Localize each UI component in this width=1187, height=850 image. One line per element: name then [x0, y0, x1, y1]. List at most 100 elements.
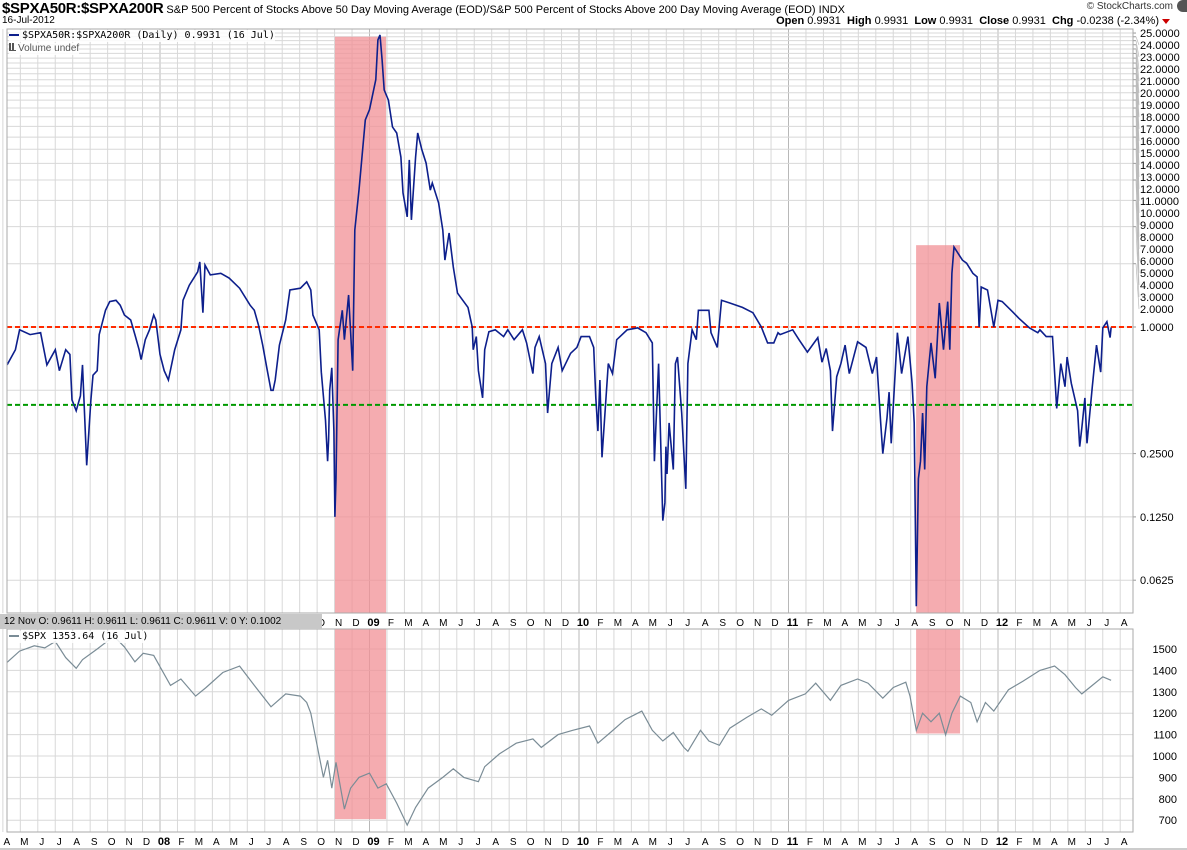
x-axis-label-bottom: N — [963, 837, 970, 848]
y-tick-label: 22.0000 — [1140, 64, 1180, 76]
x-axis-label-mid: A — [911, 618, 918, 629]
change-value: -0.0238 (-2.34%) — [1076, 15, 1159, 27]
x-axis-label-bottom: J — [877, 837, 882, 848]
ratio-swatch-icon — [9, 34, 19, 36]
x-axis-label-bottom: 12 — [996, 836, 1008, 848]
x-axis-label-bottom: D — [143, 837, 150, 848]
y-tick-leader — [1135, 263, 1140, 310]
x-axis-label-bottom: N — [544, 837, 551, 848]
y-tick-label: 900 — [1159, 772, 1177, 784]
x-axis-label-mid: O — [946, 618, 954, 629]
y-tick-label: 11.0000 — [1140, 196, 1179, 208]
x-axis-label-mid: J — [458, 618, 463, 629]
y-tick-leader — [1135, 200, 1140, 286]
x-axis-label-bottom: D — [771, 837, 778, 848]
x-axis-label-mid: S — [929, 618, 936, 629]
y-tick-label: 16.0000 — [1140, 136, 1180, 148]
x-axis-label-bottom: 11 — [787, 836, 799, 848]
x-axis-label-mid: 09 — [367, 617, 379, 629]
x-axis-label-mid: J — [877, 618, 882, 629]
high-value: 0.9931 — [874, 15, 909, 27]
brand-link[interactable]: © StockCharts.com — [1086, 1, 1173, 12]
y-tick-label: 0.0625 — [1140, 575, 1174, 587]
volume-bars-icon — [9, 43, 16, 51]
x-axis-label-bottom: J — [266, 837, 271, 848]
y-tick-leader — [1135, 36, 1140, 46]
x-axis-label-mid: A — [492, 618, 499, 629]
y-tick-leader — [1135, 53, 1140, 94]
chart-title-row: $SPXA50R:$SPXA200R S&P 500 Percent of St… — [2, 0, 845, 17]
ratio-legend: $SPXA50R:$SPXA200R (Daily) 0.9931 (16 Ju… — [9, 30, 275, 42]
chart-date: 16-Jul-2012 — [2, 15, 55, 26]
x-axis-label-bottom: D — [352, 837, 359, 848]
x-axis-label-mid: M — [649, 618, 657, 629]
y-tick-label: 5.0000 — [1140, 268, 1174, 280]
x-axis-label-bottom: A — [632, 837, 639, 848]
low-value: 0.9931 — [939, 15, 974, 27]
x-axis-label-bottom: S — [300, 837, 307, 848]
x-axis-label-bottom: J — [458, 837, 463, 848]
y-tick-label: 21.0000 — [1140, 76, 1180, 88]
x-axis-label-bottom: A — [702, 837, 709, 848]
x-axis-label-mid: F — [597, 618, 603, 629]
x-axis-label-mid: A — [702, 618, 709, 629]
x-axis-label-mid: O — [736, 618, 744, 629]
x-axis-label-mid: J — [1087, 618, 1092, 629]
x-axis-label-mid: A — [842, 618, 849, 629]
x-axis-label-mid: A — [632, 618, 639, 629]
x-axis-label-mid: 11 — [787, 617, 799, 629]
x-axis-label-bottom: 10 — [577, 836, 589, 848]
ohlc-readout: Open 0.9931 High 0.9931 Low 0.9931 Close… — [776, 15, 1159, 27]
x-axis-label-bottom: M — [1068, 837, 1076, 848]
x-axis-label-mid: D — [981, 618, 988, 629]
x-axis-label-bottom: J — [1087, 837, 1092, 848]
y-tick-label: 17.0000 — [1140, 124, 1180, 136]
x-axis-label-bottom: A — [73, 837, 80, 848]
y-tick-label: 0.1250 — [1140, 512, 1174, 524]
x-axis-label-bottom: O — [527, 837, 535, 848]
y-tick-label: 14.0000 — [1140, 160, 1180, 172]
down-arrow-icon — [1162, 19, 1170, 24]
x-axis-label-bottom: F — [388, 837, 394, 848]
volume-legend: Volume undef — [9, 43, 80, 55]
close-value: 0.9931 — [1012, 15, 1046, 27]
highlight-region — [916, 629, 961, 734]
x-axis-label-bottom: M — [1033, 837, 1041, 848]
y-tick-label: 15.0000 — [1140, 148, 1180, 160]
x-axis-label-mid: M — [1033, 618, 1041, 629]
x-axis-label-mid: S — [719, 618, 726, 629]
x-axis-label-bottom: J — [685, 837, 690, 848]
x-axis-label-mid: M — [858, 618, 866, 629]
x-axis-label-bottom: J — [39, 837, 44, 848]
y-tick-label: 3.0000 — [1140, 292, 1174, 304]
x-axis-label-mid: A — [1051, 618, 1058, 629]
y-tick-label: 23.0000 — [1140, 52, 1180, 64]
y-tick-label: 4.0000 — [1140, 280, 1174, 292]
y-tick-label: 1200 — [1153, 708, 1177, 720]
lower-panel-frame — [6, 628, 1134, 833]
close-label: Close — [979, 15, 1010, 27]
x-axis-label-bottom: D — [981, 837, 988, 848]
y-tick-label: 0.2500 — [1140, 449, 1174, 461]
x-axis-label-mid: D — [771, 618, 778, 629]
y-tick-label: 2.0000 — [1140, 304, 1174, 316]
volume-legend-text: Volume undef — [18, 43, 80, 54]
x-axis-label-bottom: S — [719, 837, 726, 848]
x-axis-label-bottom: O — [946, 837, 954, 848]
x-axis-label-bottom: M — [614, 837, 622, 848]
x-axis-label-bottom: D — [562, 837, 569, 848]
spx-series-line — [7, 635, 1112, 827]
y-tick-label: 800 — [1159, 794, 1177, 806]
x-axis-label-bottom: N — [754, 837, 761, 848]
x-axis-label-bottom: M — [823, 837, 831, 848]
x-axis-label-mid: N — [963, 618, 970, 629]
x-axis-label-bottom: O — [317, 837, 325, 848]
symbol-title: $SPXA50R:$SPXA200R — [2, 0, 164, 17]
y-tick-leader — [1135, 44, 1140, 70]
y-tick-label: 13.0000 — [1140, 172, 1180, 184]
x-axis-label-mid: M — [1068, 618, 1076, 629]
y-tick-label: 1300 — [1153, 687, 1177, 699]
y-tick-leader — [1135, 149, 1140, 250]
x-axis-label-mid: F — [388, 618, 394, 629]
